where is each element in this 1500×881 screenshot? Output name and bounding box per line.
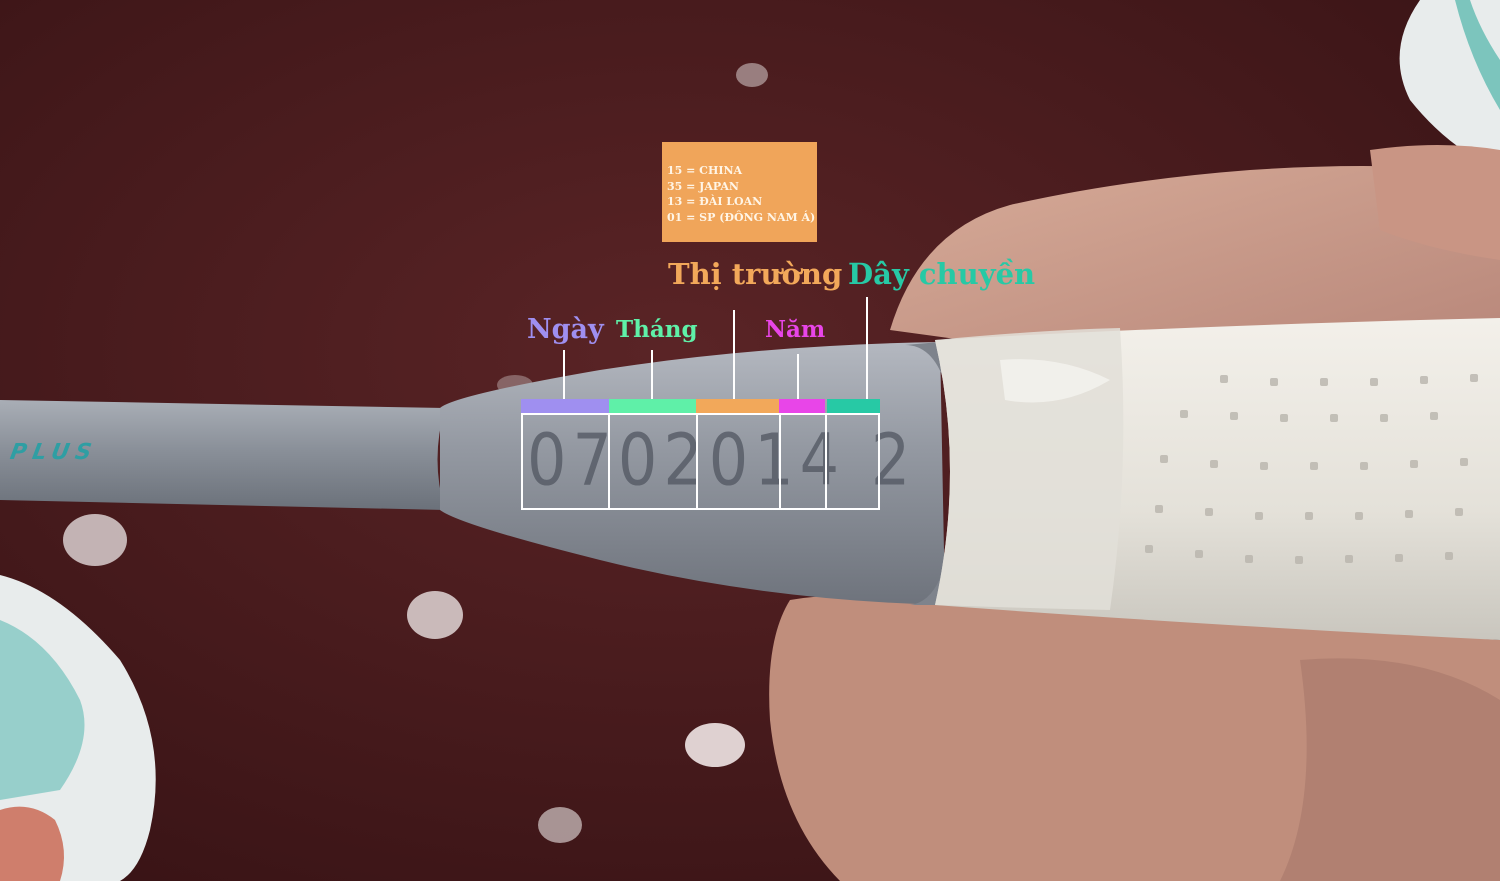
legend-line: 01 = SP (ĐÔNG NAM Á): [667, 210, 816, 224]
shaft-logo: PLUS: [8, 440, 100, 465]
segment-ngay: [521, 399, 609, 413]
grip-perforations: [1145, 374, 1478, 564]
racket-shaft: [0, 400, 445, 510]
digit-box-nam: [779, 413, 827, 510]
segment-thi-truong: [696, 399, 779, 413]
thumb-tip: [1370, 145, 1500, 260]
blur-spot: [63, 514, 127, 566]
market-code-legend: 15 = CHINA 35 = JAPAN 13 = ĐÀI LOAN 01 =…: [662, 142, 817, 242]
blur-spot: [736, 63, 768, 87]
connector-thang: [651, 350, 653, 399]
label-nam: Năm: [765, 316, 826, 343]
palm-shadow: [1280, 658, 1500, 881]
segment-day-chuyen: [827, 399, 880, 413]
blur-spot: [407, 591, 463, 639]
blur-spot: [685, 723, 745, 767]
digit-box-ngay: [521, 413, 610, 510]
label-ngay: Ngày: [527, 314, 604, 345]
blur-spot: [538, 807, 582, 843]
legend-line: 15 = CHINA: [667, 164, 743, 177]
grip-tape: [935, 328, 1124, 610]
digit-box-thang: [608, 413, 698, 510]
top-right-stripe: [1455, 0, 1500, 110]
label-thang: Tháng: [616, 316, 698, 343]
connector-nam: [797, 354, 799, 399]
segment-thang: [609, 399, 696, 413]
label-day-chuyen: Dây chuyền: [848, 257, 1036, 291]
connector-day-chuyen: [866, 297, 868, 399]
digit-box-day-chuyen: [825, 413, 880, 510]
upper-finger: [890, 166, 1500, 350]
connector-thi-truong: [733, 310, 735, 399]
label-thi-truong: Thị trường: [668, 257, 843, 291]
connector-ngay: [563, 350, 565, 399]
digit-box-thi-truong: [696, 413, 781, 510]
legend-line: 35 = JAPAN: [667, 179, 739, 193]
legend-line: 13 = ĐÀI LOAN: [667, 195, 763, 208]
left-object-stripe: [0, 620, 85, 800]
segment-nam: [779, 399, 825, 413]
left-finger: [0, 806, 64, 881]
serial-number: 0702014 2: [527, 418, 917, 502]
tape-glare: [1000, 359, 1110, 403]
